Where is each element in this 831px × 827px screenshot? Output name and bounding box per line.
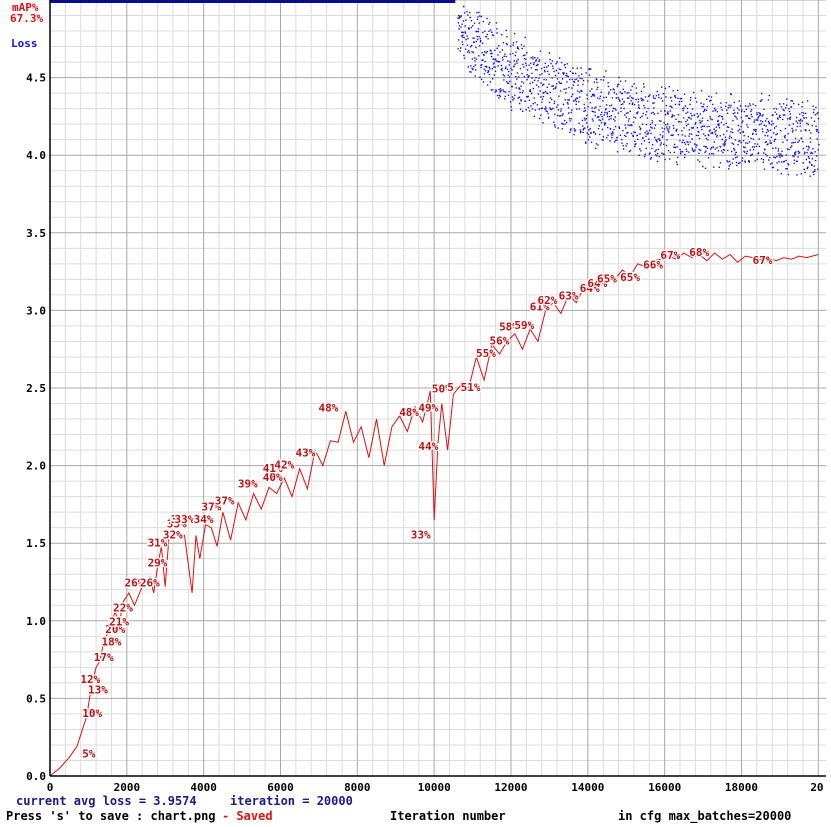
y-tick-label: 1.5 bbox=[26, 537, 46, 550]
map-label: 49% bbox=[418, 401, 438, 414]
x-tick-label: 10000 bbox=[418, 781, 451, 794]
x-tick-label: 14000 bbox=[571, 781, 604, 794]
x-tick-label: 8000 bbox=[344, 781, 371, 794]
map-label: 58% bbox=[499, 321, 519, 334]
map-label: 44% bbox=[418, 440, 438, 453]
map-label: 65% bbox=[620, 271, 640, 284]
map-label: 37% bbox=[215, 494, 235, 507]
y-tick-label: 4.5 bbox=[26, 72, 46, 85]
map-label: 48% bbox=[399, 406, 419, 419]
x-tick-label: 20 bbox=[810, 781, 823, 794]
map-series bbox=[49, 252, 819, 777]
map-label: 64% bbox=[587, 277, 607, 290]
map-label: 56% bbox=[489, 335, 509, 348]
iteration-readout: iteration = 20000 bbox=[230, 794, 353, 808]
map-label: 62% bbox=[537, 294, 557, 307]
map-label: 37% bbox=[201, 501, 221, 514]
map-label: 5 bbox=[447, 381, 454, 394]
map-label: 32% bbox=[163, 529, 183, 542]
map-label: 42% bbox=[274, 459, 294, 472]
map-label: 43% bbox=[295, 446, 315, 459]
map-label: 13% bbox=[88, 684, 108, 697]
map-label: 33% bbox=[411, 529, 431, 542]
map-label: 18% bbox=[101, 636, 121, 649]
map-label: 22% bbox=[113, 601, 133, 614]
map-label: 26% bbox=[125, 577, 145, 590]
map-label: 26% bbox=[140, 577, 160, 590]
map-label: 5% bbox=[82, 747, 96, 760]
map-label: 48% bbox=[319, 401, 339, 414]
legend-map-current: 67.3% bbox=[10, 12, 43, 25]
map-label: 39% bbox=[238, 477, 258, 490]
map-label: 3 bbox=[171, 513, 178, 526]
map-line bbox=[49, 252, 819, 777]
axes bbox=[49, 0, 826, 777]
x-tick-label: 4000 bbox=[190, 781, 217, 794]
y-tick-label: 1.0 bbox=[26, 615, 46, 628]
map-label: 68% bbox=[689, 246, 709, 259]
y-tick-label: 0.5 bbox=[26, 692, 46, 705]
y-tick-label: 3.5 bbox=[26, 227, 46, 240]
map-label: 21% bbox=[109, 615, 129, 628]
x-tick-label: 12000 bbox=[494, 781, 527, 794]
map-label: 17% bbox=[94, 651, 114, 664]
x-tick-label: 6000 bbox=[267, 781, 294, 794]
map-label: 41% bbox=[263, 462, 283, 475]
map-label: 51% bbox=[461, 381, 481, 394]
legend-map-label: mAP% bbox=[12, 1, 39, 14]
loss-points bbox=[457, 5, 820, 177]
x-tick-label: 18000 bbox=[725, 781, 758, 794]
max-batches: in cfg max_batches=20000 bbox=[618, 809, 791, 824]
y-tick-label: 2.0 bbox=[26, 460, 46, 473]
x-tick-labels: 0 2000 4000 6000 8000 10000 12000 14000 16000 180… bbox=[47, 781, 824, 794]
legend-loss-label: Loss bbox=[11, 37, 38, 50]
map-label: 64% bbox=[580, 282, 600, 295]
map-label: 50% bbox=[432, 383, 452, 396]
map-label: 63% bbox=[559, 290, 579, 303]
y-tick-label: 3.0 bbox=[26, 304, 46, 317]
y-tick-label: 0.0 bbox=[26, 770, 46, 783]
map-label: 29% bbox=[148, 556, 168, 569]
map-label: 59% bbox=[514, 319, 534, 332]
map-label: 65% bbox=[597, 272, 617, 285]
map-label: 10% bbox=[82, 707, 102, 720]
map-label: 33% bbox=[174, 513, 194, 526]
map-point-labels: 5%10%13%12%17%18%20%21%22%26%26%29%31%32… bbox=[79, 245, 774, 762]
map-label: 40% bbox=[263, 471, 283, 484]
y-tick-label: 2.5 bbox=[26, 382, 46, 395]
current-avg-loss: current avg loss = 3.9574 bbox=[16, 794, 197, 808]
x-tick-label: 16000 bbox=[648, 781, 681, 794]
x-tick-label: 0 bbox=[47, 781, 54, 794]
map-label: 20% bbox=[105, 623, 125, 636]
map-label: 61% bbox=[530, 300, 550, 313]
loss-series bbox=[50, 0, 820, 177]
map-label: 33% bbox=[167, 518, 187, 531]
map-label: 34% bbox=[194, 513, 214, 526]
map-label: 31% bbox=[148, 536, 168, 549]
map-label: 67% bbox=[660, 249, 680, 262]
saved-status: - Saved bbox=[222, 809, 273, 823]
map-label: 67% bbox=[753, 254, 773, 267]
map-label: 55% bbox=[476, 347, 496, 360]
map-label: 66% bbox=[643, 258, 663, 271]
x-axis-label: Iteration number bbox=[390, 809, 506, 823]
x-tick-label: 2000 bbox=[114, 781, 141, 794]
y-tick-labels: 0.0 0.5 1.0 1.5 2.0 2.5 3.0 3.5 4.0 4.5 bbox=[26, 72, 46, 783]
map-label: 12% bbox=[80, 673, 100, 686]
y-tick-label: 4.0 bbox=[26, 149, 46, 162]
save-hint: Press 's' to save : chart.png bbox=[6, 809, 216, 823]
